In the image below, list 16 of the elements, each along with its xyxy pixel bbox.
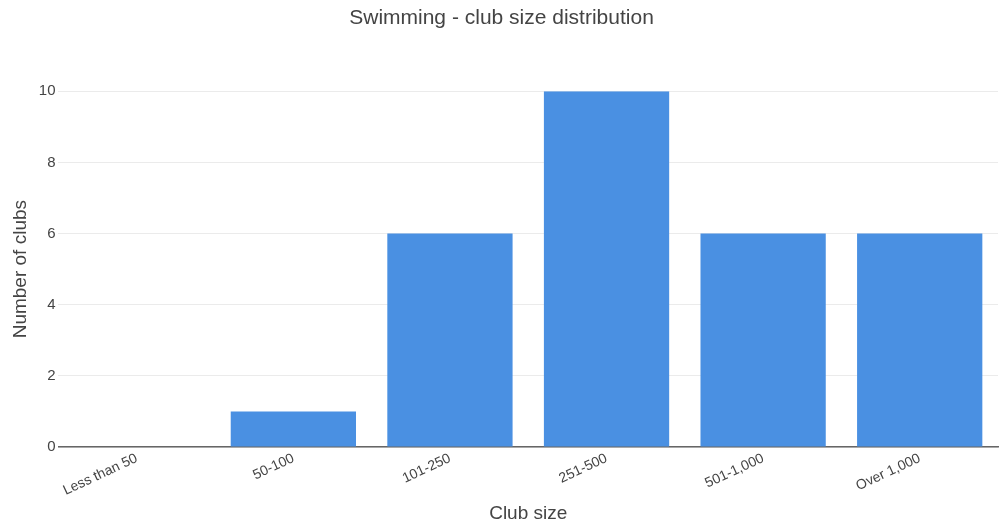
y-tick-label: 10 <box>38 81 56 99</box>
x-axis-title: Club size <box>489 501 568 523</box>
bar <box>700 233 826 447</box>
bar <box>230 411 356 447</box>
y-tick-label: 2 <box>47 366 56 384</box>
bar <box>543 91 670 447</box>
bar <box>387 233 513 447</box>
y-tick-label: 6 <box>47 223 56 241</box>
bar <box>857 233 983 447</box>
x-tick-label: Over 1,000 <box>853 449 923 494</box>
y-tick-label: 4 <box>47 294 56 312</box>
y-axis-title: Number of clubs <box>8 199 30 339</box>
y-tick-label: 8 <box>47 152 56 170</box>
x-tick-label: Less than 50 <box>60 449 140 498</box>
y-tick-label: 0 <box>47 437 56 455</box>
chart-title: Swimming - club size distribution <box>349 5 654 29</box>
